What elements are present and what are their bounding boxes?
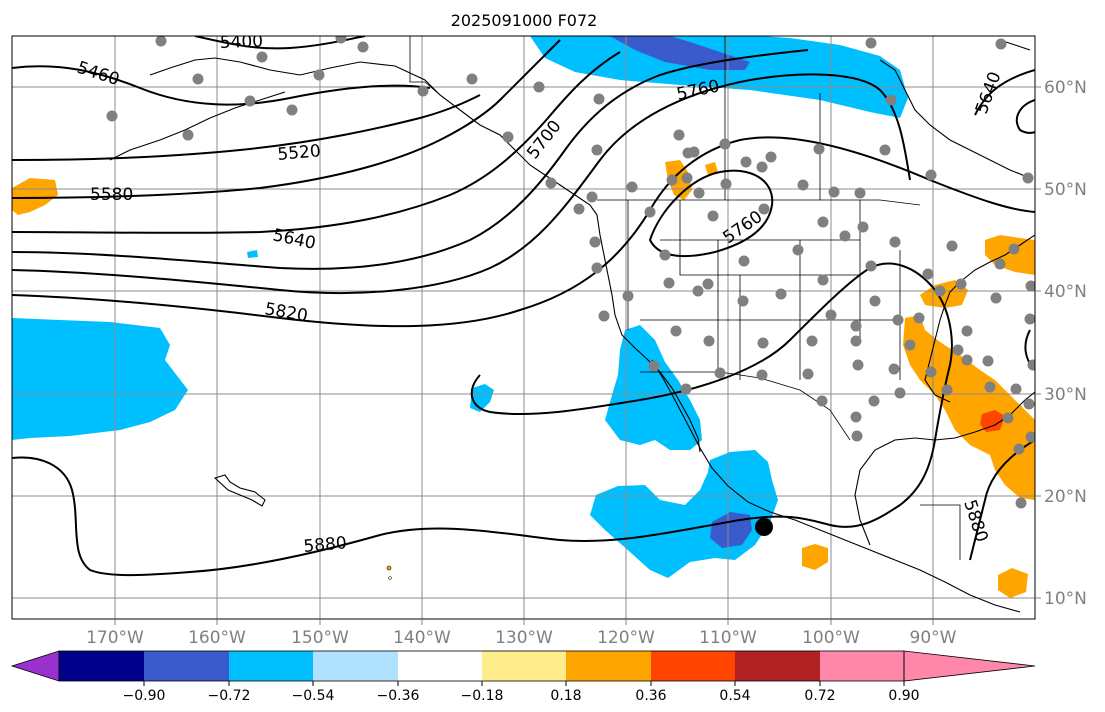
contour-label: 5880	[303, 533, 348, 557]
strong-positive-southeast	[980, 410, 1005, 432]
colorbar-segment	[651, 651, 735, 681]
contour-label: 5400	[219, 31, 263, 52]
longitude-labels: 170°W 160°W 150°W 140°W 130°W 120°W 110°…	[86, 628, 957, 648]
colorbar-segment	[398, 651, 482, 681]
colorbar-tick-label: −0.72	[208, 688, 251, 704]
lat-label: 30°N	[1044, 385, 1087, 405]
lon-label: 140°W	[393, 628, 451, 648]
colorbar-extend-left	[10, 650, 60, 682]
positive-anomaly-west	[12, 178, 58, 215]
coastlines	[109, 39, 1035, 613]
contour-label: 5700	[523, 117, 565, 163]
colorbar-segment	[820, 651, 904, 681]
strong-negative-mexico	[710, 512, 752, 548]
negative-anomaly-mexico	[590, 450, 778, 578]
contour-label: 5640	[271, 225, 317, 254]
colorbar-segment	[144, 651, 229, 681]
lon-label: 130°W	[495, 628, 553, 648]
colorbar-extend-right	[903, 650, 1036, 682]
lat-label: 20°N	[1044, 487, 1087, 507]
political-borders	[409, 36, 961, 560]
lat-label: 40°N	[1044, 282, 1087, 302]
graticule	[12, 36, 1035, 619]
contour-label: 5640	[972, 69, 1006, 116]
positive-anomaly-northeast	[985, 235, 1035, 275]
lon-label: 110°W	[699, 628, 757, 648]
colorbar-tick-label: 0.72	[804, 688, 835, 704]
negative-anomaly-tiny	[247, 250, 258, 258]
colorbar-tick-label: −0.90	[123, 688, 166, 704]
lat-label: 60°N	[1044, 78, 1087, 98]
colorbar-tick-label: −0.54	[292, 688, 335, 704]
contour-label: 5580	[90, 185, 133, 205]
colorbar: −0.90 −0.72 −0.54 −0.36 −0.18 0.18 0.36 …	[10, 650, 1036, 704]
contour-label: 5820	[263, 299, 309, 326]
island-marker	[386, 565, 392, 571]
colorbar-tick-label: 0.54	[719, 688, 750, 704]
lat-label: 50°N	[1044, 180, 1087, 200]
lat-label: 10°N	[1044, 589, 1087, 609]
contour-label: 5880	[959, 497, 991, 544]
colorbar-tick-label: −0.36	[377, 688, 420, 704]
island-marker	[388, 576, 392, 580]
height-contours	[12, 36, 1035, 577]
colorbar-segment	[482, 651, 566, 681]
positive-anomaly-gulf	[802, 544, 828, 570]
colorbar-tick-label: 0.36	[635, 688, 666, 704]
colorbar-segment	[735, 651, 820, 681]
map-title: 2025091000 F072	[451, 11, 598, 30]
station-markers	[106, 36, 1035, 509]
lon-label: 160°W	[188, 628, 246, 648]
storm-position-marker	[755, 518, 773, 536]
colorbar-tick-label: −0.18	[461, 688, 504, 704]
colorbar-segment	[566, 651, 651, 681]
colorbar-segment	[229, 651, 313, 681]
negative-anomaly-small	[470, 384, 494, 412]
axis-ticks	[114, 86, 1041, 625]
colorbar-segment	[59, 651, 144, 681]
colorbar-segment	[313, 651, 398, 681]
contour-labels: 5400 5460 5520 5580 5640 5700 5760 5760 …	[74, 31, 1006, 557]
negative-anomaly-north	[530, 36, 908, 118]
lon-label: 100°W	[802, 628, 860, 648]
colorbar-tick-label: 0.90	[888, 688, 919, 704]
latitude-labels: 60°N 50°N 40°N 30°N 20°N 10°N	[1044, 78, 1087, 609]
colorbar-tick-label: 0.18	[550, 688, 581, 704]
lon-label: 120°W	[597, 628, 655, 648]
negative-anomaly-pacific-west	[12, 318, 188, 440]
lon-label: 150°W	[291, 628, 349, 648]
positive-anomaly-small-1	[705, 162, 718, 175]
positive-anomaly-caribbean	[998, 568, 1028, 598]
contour-label: 5520	[277, 141, 322, 165]
negative-anomaly-baja	[605, 325, 702, 450]
positive-anomaly-southeast	[903, 315, 1035, 500]
lon-label: 170°W	[86, 628, 144, 648]
lon-label: 90°W	[910, 628, 957, 648]
